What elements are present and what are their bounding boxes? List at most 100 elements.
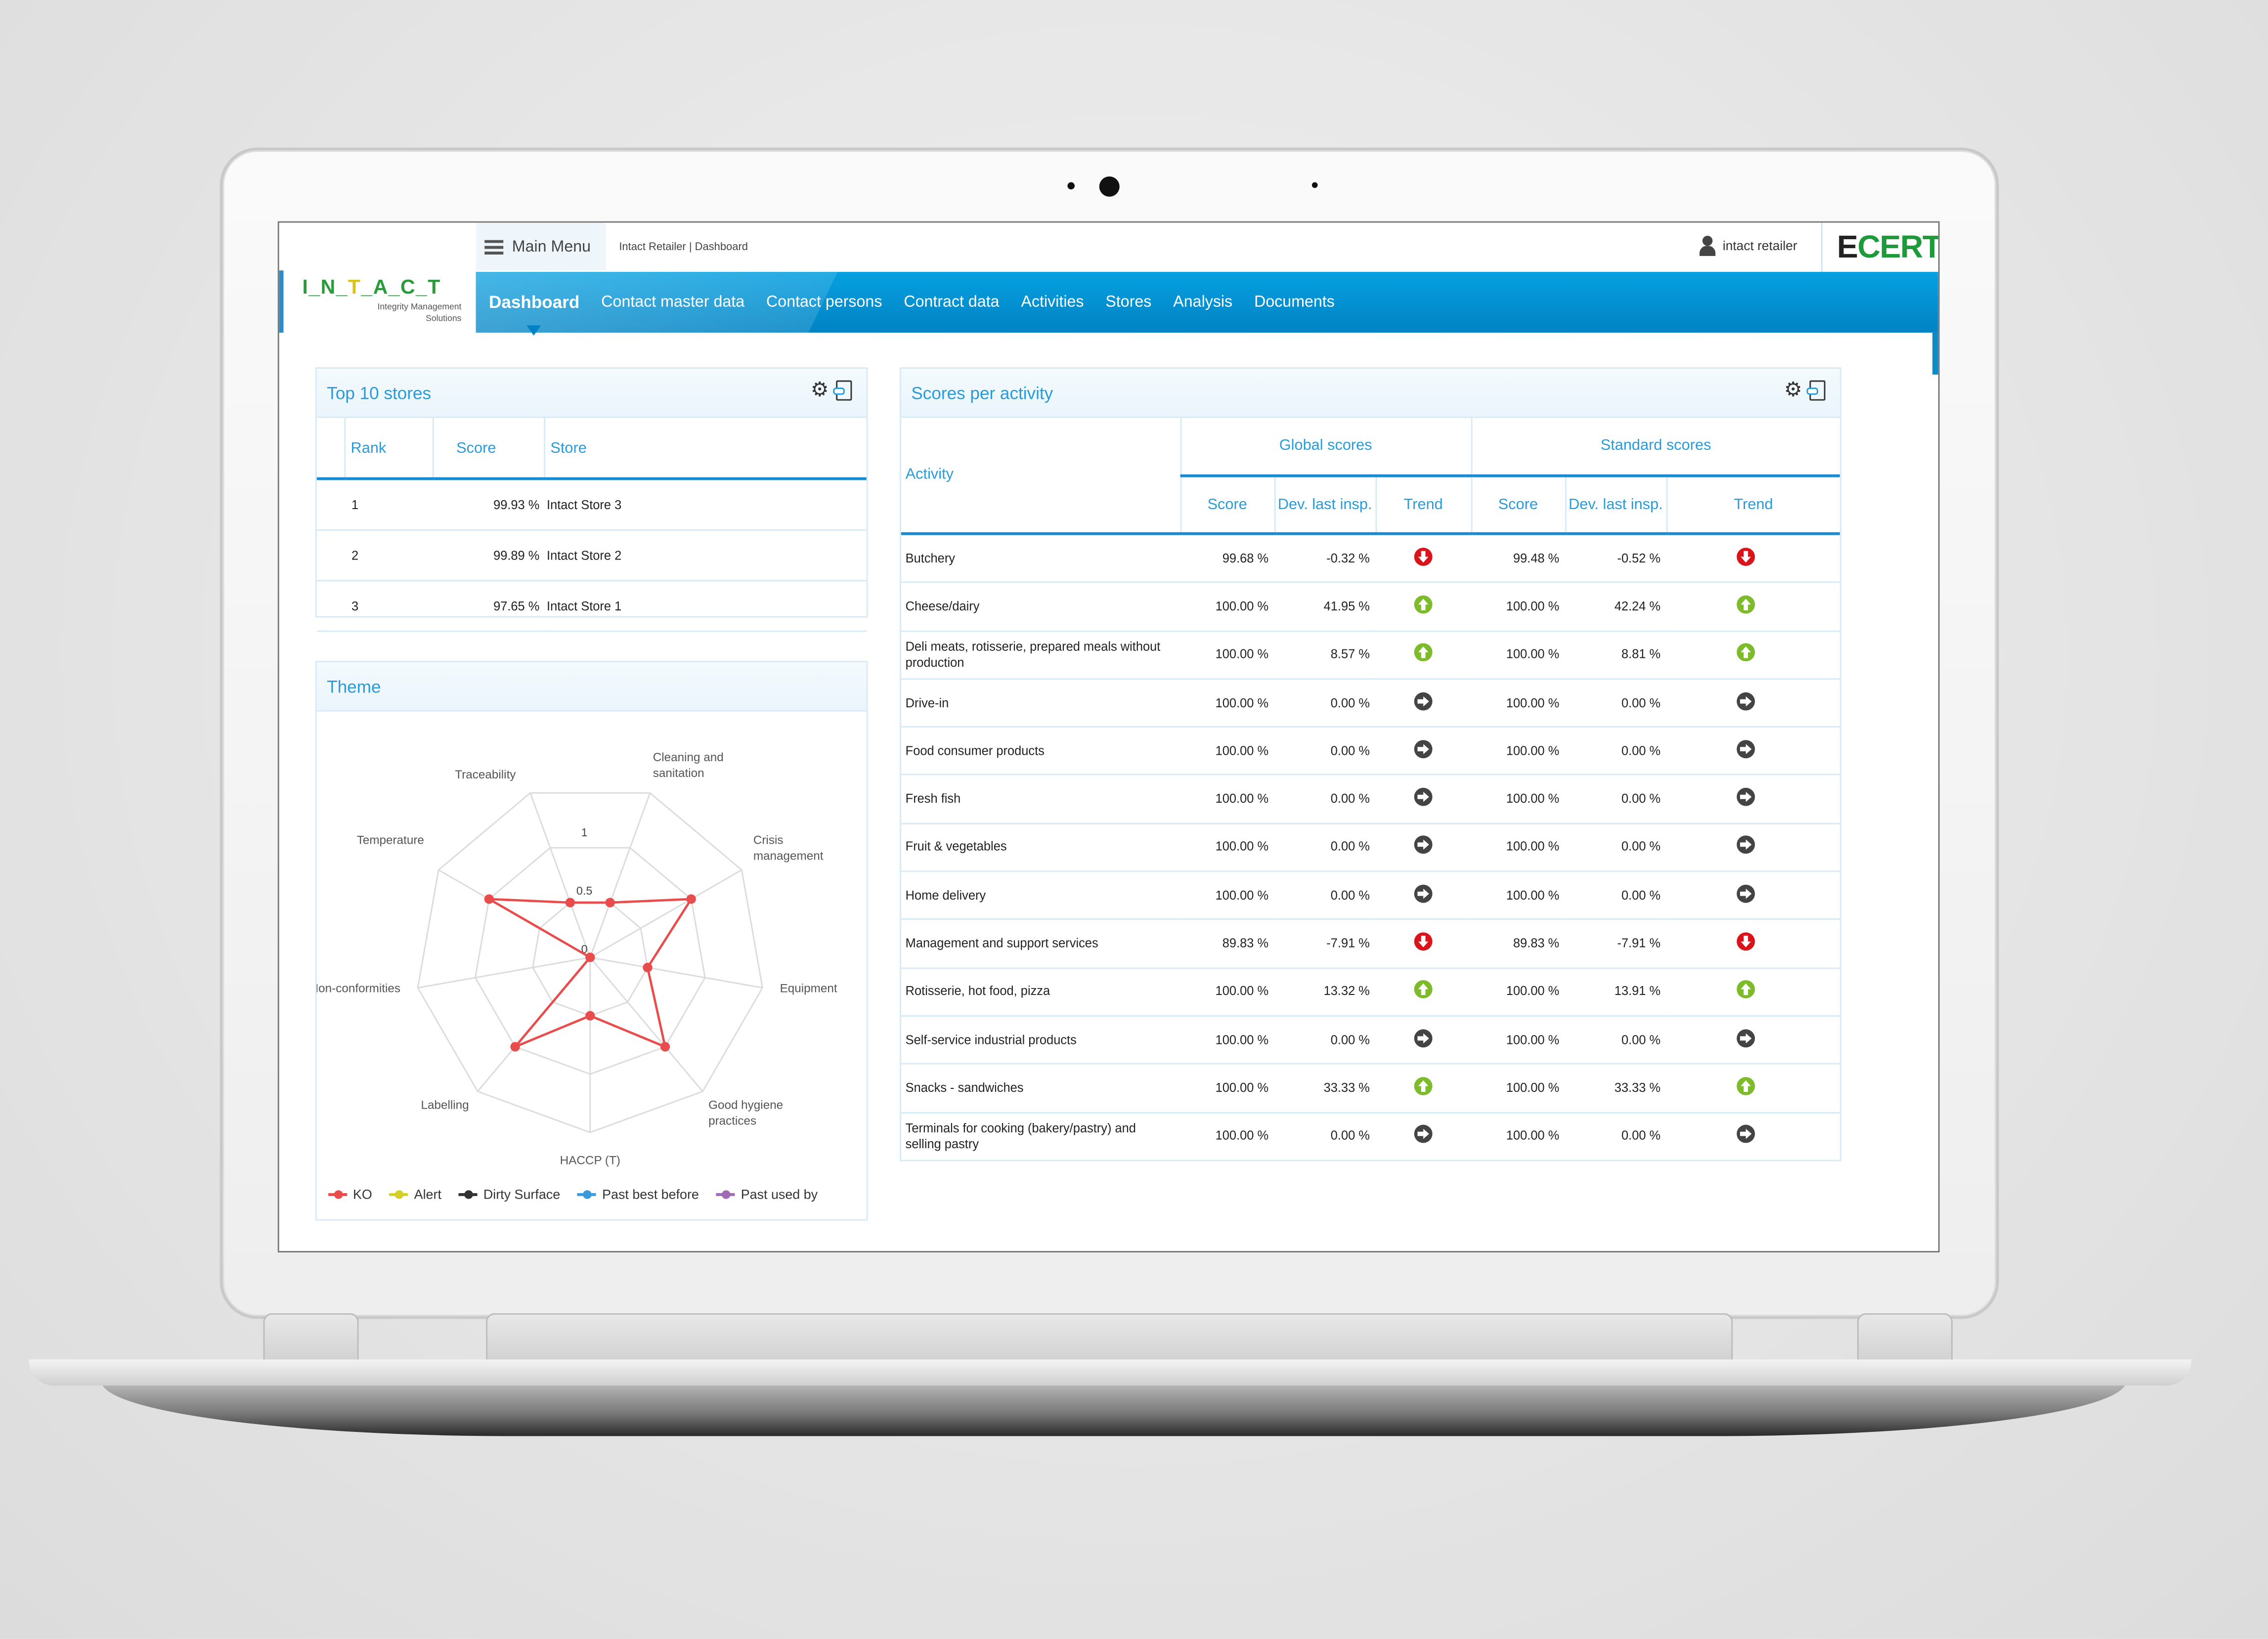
- table-row[interactable]: Drive-in 100.00 % 0.00 % 100.00 % 0.00 %: [901, 679, 1840, 728]
- export-icon[interactable]: [833, 380, 852, 401]
- rank-cell: 1: [344, 478, 433, 531]
- legend-item[interactable]: Dirty Surface: [459, 1187, 560, 1202]
- radar-axis-label: Non-conformities: [317, 982, 400, 995]
- panel-title: Theme: [327, 677, 381, 697]
- trend-up-icon: [1737, 1077, 1755, 1095]
- trend-up-icon: [1414, 980, 1433, 999]
- radar-tick-label: 0.5: [576, 884, 593, 897]
- store-cell[interactable]: Intact Store 2: [544, 530, 867, 582]
- trend-down-icon: [1737, 932, 1755, 951]
- trend-flat-icon: [1737, 739, 1755, 758]
- nav-item-contract-data[interactable]: Contract data: [904, 293, 1000, 311]
- table-row[interactable]: Management and support services 89.83 % -7…: [901, 919, 1840, 969]
- radar-spoke: [529, 792, 591, 958]
- legend-label: Alert: [414, 1187, 441, 1202]
- radar-point[interactable]: [510, 1042, 520, 1052]
- nav-item-stores[interactable]: Stores: [1105, 293, 1152, 311]
- radar-point[interactable]: [660, 1042, 670, 1052]
- global-dev-cell: 0.00 %: [1274, 1016, 1376, 1065]
- legend-item[interactable]: Alert: [389, 1187, 441, 1202]
- standard-score-cell: 100.00 %: [1471, 1064, 1566, 1113]
- legend-item[interactable]: KO: [328, 1187, 372, 1202]
- global-score-cell: 89.83 %: [1180, 919, 1274, 969]
- column-header-standard-score[interactable]: Score: [1470, 475, 1566, 535]
- global-score-cell: 100.00 %: [1180, 775, 1274, 824]
- table-row[interactable]: Fresh fish 100.00 % 0.00 % 100.00 % 0.00 %: [901, 775, 1840, 824]
- column-header-store[interactable]: Store: [543, 418, 867, 480]
- table-row[interactable]: Food consumer products 100.00 % 0.00 % 100.…: [901, 727, 1840, 776]
- nav-item-dashboard[interactable]: Dashboard: [488, 292, 580, 336]
- radar-point[interactable]: [565, 898, 575, 907]
- user-menu[interactable]: intact retailer: [1700, 235, 1797, 256]
- user-name: intact retailer: [1722, 238, 1797, 254]
- nav-item-contact-persons[interactable]: Contact persons: [766, 293, 882, 311]
- activity-cell: Snacks - sandwiches: [901, 1064, 1180, 1113]
- nav-item-analysis[interactable]: Analysis: [1173, 293, 1233, 311]
- radar-point[interactable]: [686, 894, 696, 904]
- global-dev-cell: 0.00 %: [1274, 679, 1376, 728]
- radar-point[interactable]: [484, 894, 494, 904]
- store-cell[interactable]: Intact Store 1: [544, 580, 867, 632]
- table-row[interactable]: Rotisserie, hot food, pizza 100.00 % 13.32…: [901, 967, 1840, 1017]
- column-header-score[interactable]: Score: [432, 418, 544, 480]
- export-icon[interactable]: [1806, 380, 1826, 401]
- trend-up-icon: [1737, 980, 1755, 999]
- radar-point[interactable]: [605, 898, 615, 907]
- table-row[interactable]: 1 99.93 % Intact Store 3: [316, 478, 867, 531]
- settings-gear-icon[interactable]: ⚙: [1784, 377, 1802, 401]
- radar-point[interactable]: [585, 952, 595, 962]
- table-row[interactable]: Deli meats, rotisserie, prepared meals w…: [901, 631, 1840, 680]
- trend-flat-icon: [1737, 788, 1755, 807]
- standard-dev-cell: 0.00 %: [1565, 1112, 1666, 1162]
- legend-item[interactable]: Past used by: [716, 1187, 818, 1202]
- standard-trend-cell: [1666, 919, 1840, 969]
- table-row[interactable]: Terminals for cooking (bakery/pastry) an…: [901, 1112, 1840, 1162]
- activity-cell: Self-service industrial products: [901, 1016, 1180, 1065]
- nav-edge: [1932, 331, 1938, 375]
- global-dev-cell: 0.00 %: [1274, 871, 1376, 921]
- column-header-global-trend[interactable]: Trend: [1375, 475, 1471, 535]
- global-trend-cell: [1375, 967, 1471, 1017]
- store-cell[interactable]: Intact Store 3: [544, 478, 867, 531]
- table-row[interactable]: Butchery 99.68 % -0.32 % 99.48 % -0.52 %: [901, 533, 1840, 584]
- radar-point[interactable]: [643, 962, 653, 973]
- legend-label: Past best before: [602, 1187, 699, 1202]
- table-row[interactable]: 3 97.65 % Intact Store 1: [316, 580, 867, 632]
- sensor-dot: [1311, 182, 1318, 188]
- global-dev-cell: 33.33 %: [1274, 1064, 1376, 1113]
- breadcrumb: Intact Retailer | Dashboard: [619, 240, 748, 254]
- table-row[interactable]: Self-service industrial products 100.00 %…: [901, 1016, 1840, 1065]
- column-header-activity[interactable]: Activity: [901, 418, 1180, 535]
- column-header-rank[interactable]: Rank: [343, 418, 433, 480]
- trend-flat-icon: [1414, 788, 1433, 807]
- table-row[interactable]: Fruit & vegetables 100.00 % 0.00 % 100.00 %…: [901, 823, 1840, 872]
- global-trend-cell: [1375, 533, 1471, 584]
- nav-item-contact-master-data[interactable]: Contact master data: [601, 293, 745, 311]
- trend-down-icon: [1737, 547, 1755, 565]
- settings-gear-icon[interactable]: ⚙: [810, 377, 829, 401]
- global-dev-cell: 0.00 %: [1274, 1112, 1376, 1162]
- radar-axis-label: Cleaning and sanitation: [653, 751, 724, 780]
- column-header-global-dev[interactable]: Dev. last insp.: [1273, 475, 1376, 535]
- radar-point[interactable]: [585, 1011, 595, 1021]
- radar-spoke: [590, 869, 742, 958]
- laptop-base-shadow: [101, 1381, 2127, 1436]
- theme-radar-chart: Traceability Cleaning and sanitation Crisis…: [317, 751, 837, 1167]
- column-header-spacer: [316, 418, 345, 480]
- legend-item[interactable]: Past best before: [577, 1187, 699, 1202]
- table-row[interactable]: Home delivery 100.00 % 0.00 % 100.00 % 0.00 …: [901, 871, 1840, 921]
- trend-up-icon: [1414, 595, 1433, 614]
- scores-table: Activity Global scores Standard scores S…: [901, 418, 1840, 1162]
- column-header-standard-dev[interactable]: Dev. last insp.: [1564, 475, 1666, 535]
- legend-label: Past used by: [741, 1187, 818, 1202]
- nav-item-activities[interactable]: Activities: [1021, 293, 1084, 311]
- standard-dev-cell: 42.24 %: [1565, 582, 1666, 632]
- table-row[interactable]: 2 99.89 % Intact Store 2: [316, 530, 867, 582]
- nav-item-documents[interactable]: Documents: [1254, 293, 1335, 311]
- table-row[interactable]: Cheese/dairy 100.00 % 41.95 % 100.00 % 42.24…: [901, 582, 1840, 632]
- table-row[interactable]: Snacks - sandwiches 100.00 % 33.33 % 100.00…: [901, 1064, 1840, 1113]
- main-menu-button[interactable]: Main Menu: [476, 222, 606, 271]
- column-header-global-score[interactable]: Score: [1179, 475, 1274, 535]
- row-spacer: [316, 530, 345, 582]
- column-header-standard-trend[interactable]: Trend: [1665, 475, 1840, 535]
